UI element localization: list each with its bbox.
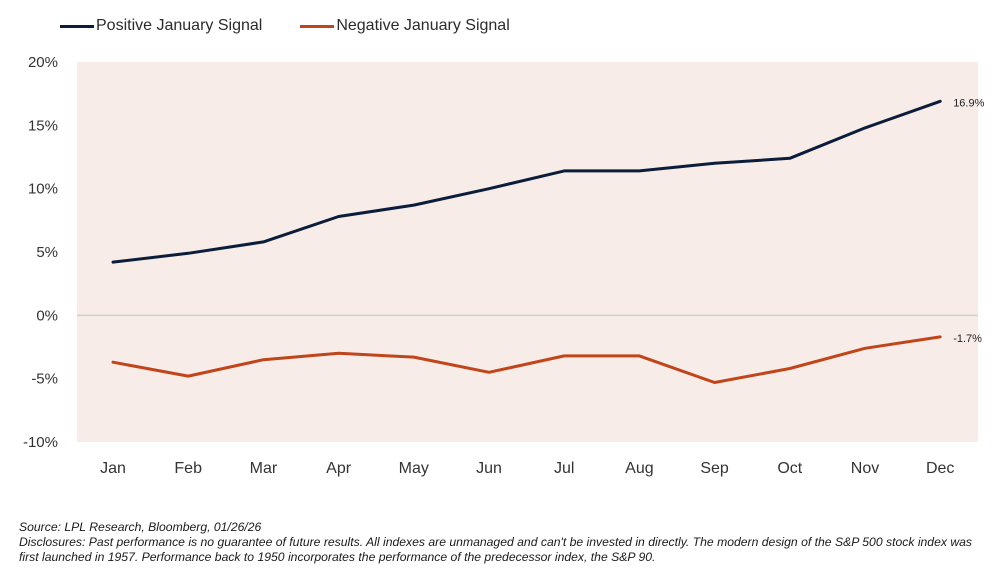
disclosure-note: Disclosures: Past performance is no guar… bbox=[19, 535, 973, 564]
x-tick-label: Dec bbox=[926, 460, 954, 477]
legend-swatch-negative bbox=[300, 24, 335, 28]
x-tick-label: Jun bbox=[476, 460, 502, 477]
legend-item-positive: Positive January Signal bbox=[60, 17, 262, 35]
x-tick-label: Aug bbox=[625, 460, 653, 477]
legend-item-negative: Negative January Signal bbox=[300, 17, 510, 35]
x-tick-label: Oct bbox=[777, 460, 802, 477]
chart-legend: Positive January Signal Negative January… bbox=[60, 17, 510, 35]
x-tick-label: Nov bbox=[851, 460, 879, 477]
legend-label-negative: Negative January Signal bbox=[336, 17, 510, 34]
y-tick-label: 0% bbox=[36, 307, 58, 324]
chart-footer: Source: LPL Research, Bloomberg, 01/26/2… bbox=[19, 520, 989, 565]
y-tick-label: 5% bbox=[36, 244, 58, 261]
y-tick-label: 10% bbox=[28, 181, 58, 198]
legend-swatch-positive bbox=[60, 24, 94, 28]
y-tick-label: 20% bbox=[28, 54, 58, 71]
x-tick-label: Feb bbox=[174, 460, 202, 477]
x-tick-label: Jan bbox=[100, 460, 126, 477]
line-chart: -10% -5% 0% 5% 10% 15% 20% Jan Feb Mar Apr May Jun Ju… bbox=[23, 54, 985, 477]
plot-area bbox=[77, 62, 978, 442]
data-label-positive: 16.9% bbox=[953, 97, 984, 109]
x-tick-label: May bbox=[399, 460, 429, 477]
x-tick-label: Sep bbox=[700, 460, 729, 477]
y-tick-label: 15% bbox=[28, 117, 58, 134]
source-note: Source: LPL Research, Bloomberg, 01/26/2… bbox=[19, 520, 262, 534]
y-tick-label: -5% bbox=[31, 371, 58, 388]
data-label-negative: -1.7% bbox=[953, 333, 982, 345]
y-tick-label: -10% bbox=[23, 434, 58, 451]
x-tick-label: Apr bbox=[326, 460, 352, 477]
x-tick-label: Mar bbox=[250, 460, 278, 477]
series-line-positive bbox=[111, 99, 942, 264]
legend-label-positive: Positive January Signal bbox=[96, 17, 263, 34]
x-tick-label: Jul bbox=[554, 460, 574, 477]
series-line-negative bbox=[111, 335, 942, 384]
